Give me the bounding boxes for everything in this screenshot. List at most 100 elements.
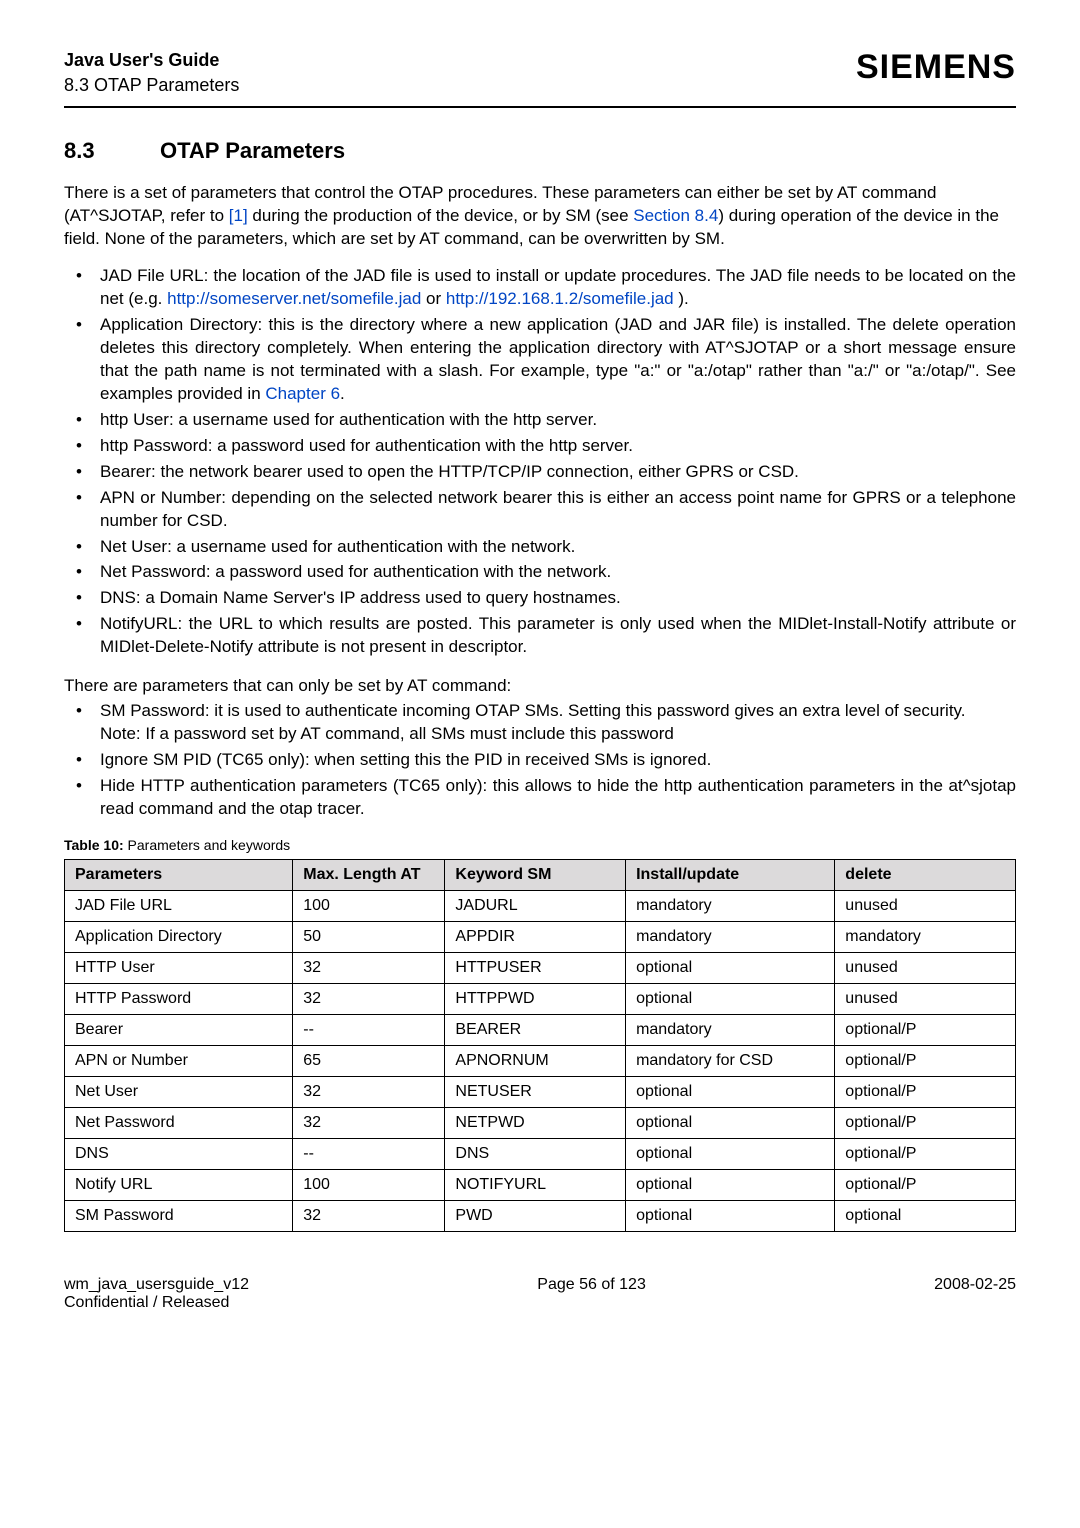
table-cell: NOTIFYURL [445,1169,626,1200]
table-cell: unused [835,983,1016,1014]
footer-page: Page 56 of 123 [537,1276,646,1312]
table-cell: DNS [445,1138,626,1169]
table-cell: 32 [293,1076,445,1107]
table-cell: BEARER [445,1014,626,1045]
list-item: http User: a username used for authentic… [100,409,1016,432]
table-cell: 32 [293,1200,445,1231]
table-cell: -- [293,1014,445,1045]
ref-link[interactable]: [1] [229,206,248,225]
list-item: APN or Number: depending on the selected… [100,487,1016,533]
header-left: Java User's Guide 8.3 OTAP Parameters [64,48,239,98]
table-cell: NETUSER [445,1076,626,1107]
table-header: Install/update [626,859,835,890]
list-item: Net User: a username used for authentica… [100,536,1016,559]
table-row: Net Password32NETPWDoptionaloptional/P [65,1107,1016,1138]
table-row: Net User32NETUSERoptionaloptional/P [65,1076,1016,1107]
list-text: ). [674,289,689,308]
table-caption-text: Parameters and keywords [124,837,291,853]
table-cell: optional/P [835,1045,1016,1076]
footer-left: wm_java_usersguide_v12 Confidential / Re… [64,1276,249,1312]
table-cell: mandatory [835,921,1016,952]
footer-doc-id: wm_java_usersguide_v12 [64,1276,249,1294]
link[interactable]: Chapter 6 [265,384,340,403]
table-cell: Bearer [65,1014,293,1045]
list-text: Net User: a username used for authentica… [100,537,575,556]
table-caption-label: Table 10: [64,837,124,853]
list-text: APN or Number: depending on the selected… [100,488,1016,530]
list-text: Hide HTTP authentication parameters (TC6… [100,776,1016,818]
table-cell: HTTPUSER [445,952,626,983]
table-header: Keyword SM [445,859,626,890]
table-cell: Net Password [65,1107,293,1138]
section-number: 8.3 [64,138,160,164]
table-cell: optional [626,1107,835,1138]
list-note: Note: If a password set by AT command, a… [100,723,1016,746]
table-cell: APN or Number [65,1045,293,1076]
table-cell: 32 [293,983,445,1014]
table-row: HTTP Password32HTTPPWDoptionalunused [65,983,1016,1014]
bullet-list-1: JAD File URL: the location of the JAD fi… [64,265,1016,659]
table-row: Bearer--BEARERmandatoryoptional/P [65,1014,1016,1045]
table-cell: unused [835,952,1016,983]
footer-confidentiality: Confidential / Released [64,1294,249,1312]
brand-logo: SIEMENS [856,48,1016,87]
page-footer: wm_java_usersguide_v12 Confidential / Re… [64,1276,1016,1312]
page-header: Java User's Guide 8.3 OTAP Parameters SI… [64,48,1016,98]
table-cell: mandatory for CSD [626,1045,835,1076]
list-item: Net Password: a password used for authen… [100,561,1016,584]
list-item: Application Directory: this is the direc… [100,314,1016,406]
list-text: Ignore SM PID (TC65 only): when setting … [100,750,711,769]
list-item: Hide HTTP authentication parameters (TC6… [100,775,1016,821]
table-cell: optional [626,1138,835,1169]
list-item: NotifyURL: the URL to which results are … [100,613,1016,659]
table-cell: 65 [293,1045,445,1076]
table-cell: Net User [65,1076,293,1107]
table-cell: optional [626,1076,835,1107]
table-cell: optional [626,1200,835,1231]
table-cell: optional [626,952,835,983]
list-text: DNS: a Domain Name Server's IP address u… [100,588,621,607]
section-heading: 8.3OTAP Parameters [64,138,1016,164]
list-text: SM Password: it is used to authenticate … [100,701,966,720]
list-item: JAD File URL: the location of the JAD fi… [100,265,1016,311]
table-header: Parameters [65,859,293,890]
table-cell: optional/P [835,1138,1016,1169]
table-cell: NETPWD [445,1107,626,1138]
table-cell: optional/P [835,1014,1016,1045]
section-title: OTAP Parameters [160,138,345,163]
link[interactable]: http://192.168.1.2/somefile.jad [446,289,674,308]
table-cell: Application Directory [65,921,293,952]
list-item: http Password: a password used for authe… [100,435,1016,458]
list-text: Net Password: a password used for authen… [100,562,611,581]
link[interactable]: http://someserver.net/somefile.jad [167,289,421,308]
table-cell: SM Password [65,1200,293,1231]
list-text: http User: a username used for authentic… [100,410,597,429]
table-cell: HTTPPWD [445,983,626,1014]
table-cell: 50 [293,921,445,952]
list-text: Application Directory: this is the direc… [100,315,1016,403]
list-text: or [421,289,446,308]
intro-paragraph: There is a set of parameters that contro… [64,182,1016,251]
list-item: DNS: a Domain Name Server's IP address u… [100,587,1016,610]
section-link[interactable]: Section 8.4 [633,206,718,225]
table-cell: optional [835,1200,1016,1231]
table-cell: 32 [293,952,445,983]
parameters-table: ParametersMax. Length ATKeyword SMInstal… [64,859,1016,1232]
table-row: Notify URL100NOTIFYURLoptionaloptional/P [65,1169,1016,1200]
table-row: JAD File URL100JADURLmandatoryunused [65,890,1016,921]
table-cell: mandatory [626,1014,835,1045]
table-cell: 100 [293,1169,445,1200]
list-text: http Password: a password used for authe… [100,436,633,455]
table-cell: optional/P [835,1169,1016,1200]
table-cell: APPDIR [445,921,626,952]
table-header: delete [835,859,1016,890]
table-cell: PWD [445,1200,626,1231]
table-cell: 100 [293,890,445,921]
table-row: DNS--DNSoptionaloptional/P [65,1138,1016,1169]
table-cell: unused [835,890,1016,921]
table-cell: mandatory [626,921,835,952]
table-cell: optional/P [835,1076,1016,1107]
table-cell: -- [293,1138,445,1169]
bullet-list-2: SM Password: it is used to authenticate … [64,700,1016,821]
header-rule [64,106,1016,108]
